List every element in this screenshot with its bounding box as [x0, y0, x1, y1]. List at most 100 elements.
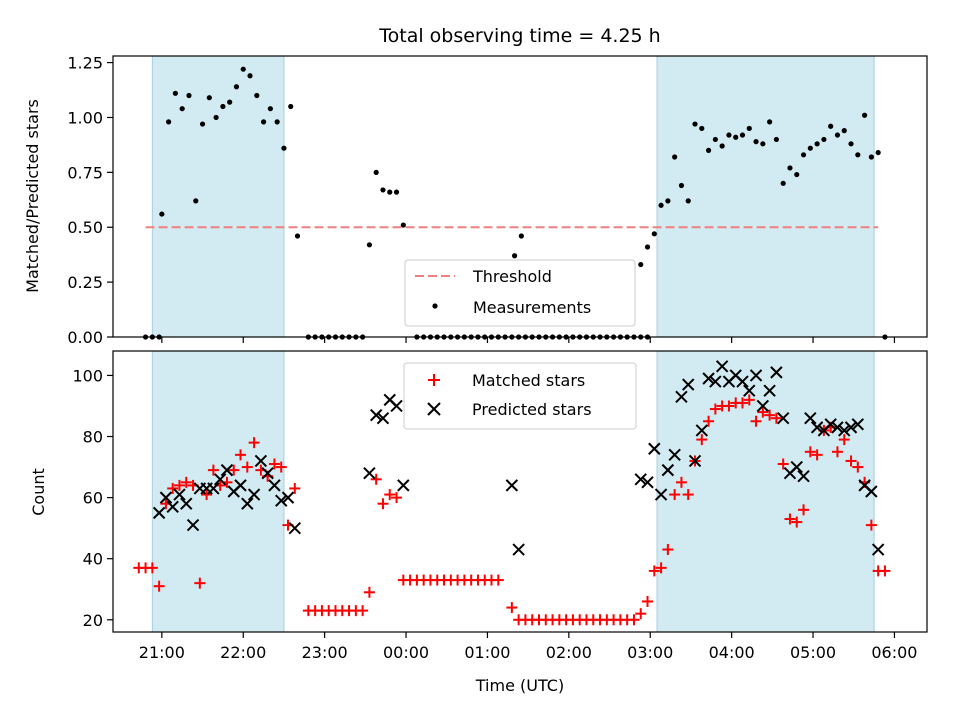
- predicted-star-point: [173, 488, 186, 501]
- predicted-star-point: [505, 479, 519, 492]
- predicted-star-point: [241, 497, 254, 510]
- matched-star-point: [201, 489, 213, 501]
- y-tick-label: 0.75: [67, 163, 103, 182]
- bottom-shaded-intervals: [151, 350, 875, 633]
- predicted-star-point: [865, 485, 878, 498]
- predicted-star-point: [736, 375, 749, 388]
- matched-star-point: [275, 461, 287, 473]
- legend-measurements-swatch: [432, 303, 438, 309]
- y-tick-label: 20: [83, 611, 103, 630]
- chart-title: Total observing time = 4.25 h: [378, 25, 660, 47]
- matched-star-point: [642, 595, 654, 607]
- bottom-plot-frame: [112, 350, 928, 633]
- predicted-star-point: [152, 506, 166, 520]
- measurement-point: [861, 112, 868, 118]
- predicted-star-point: [851, 418, 865, 431]
- predicted-star-point: [390, 399, 403, 413]
- predicted-star-point: [376, 411, 390, 425]
- top-panel: 0.00 0.25 0.50 0.75 1.00 1.25 Matched/Predict…: [23, 54, 928, 347]
- x-tick-label: 04:00: [709, 643, 755, 662]
- measurement-point: [294, 233, 301, 239]
- predicted-star-point: [275, 494, 288, 507]
- matched-star-point: [750, 415, 762, 427]
- x-tick-label: 02:00: [546, 643, 592, 662]
- matched-star-point: [757, 406, 769, 418]
- measurement-point: [814, 141, 820, 147]
- measurement-point: [739, 132, 746, 138]
- predicted-star-point: [234, 479, 247, 492]
- measurement-point: [658, 202, 664, 208]
- matched-star-point: [506, 602, 518, 614]
- measurement-point: [260, 119, 267, 125]
- predicted-star-point: [682, 378, 695, 391]
- measurement-point: [644, 244, 651, 250]
- matched-star-point: [363, 586, 375, 598]
- measurement-point: [875, 149, 881, 156]
- predicted-star-point: [254, 454, 268, 468]
- measurement-points: [142, 66, 888, 340]
- predicted-star-point: [790, 460, 803, 474]
- matched-star-point: [852, 461, 864, 473]
- top-x-ticks: [161, 337, 896, 343]
- matched-star-point: [879, 565, 891, 577]
- measurement-point: [288, 103, 294, 110]
- matched-star-point: [153, 580, 165, 592]
- matched-star-point: [370, 473, 382, 485]
- bottom-legend: Matched stars Predicted stars: [403, 362, 637, 430]
- matched-star-point: [682, 489, 694, 501]
- bottom-y-axis-label: Count: [29, 468, 48, 516]
- matched-star-point: [831, 446, 843, 458]
- y-tick-label: 40: [83, 550, 103, 569]
- matched-star-point: [289, 482, 301, 494]
- predicted-star-point: [648, 442, 661, 455]
- y-tick-label: 0.00: [67, 328, 103, 347]
- measurement-point: [186, 92, 192, 99]
- measurement-point: [400, 222, 406, 228]
- x-tick-label: 06:00: [871, 643, 917, 662]
- matched-star-point: [662, 544, 674, 556]
- measurement-point: [800, 152, 807, 158]
- predicted-star-point: [763, 384, 776, 397]
- measurement-point: [678, 182, 685, 189]
- legend-predicted-swatch: [427, 402, 441, 416]
- measurement-point: [651, 231, 657, 237]
- predicted-star-point: [668, 448, 681, 462]
- matched-star-point: [655, 562, 667, 574]
- predicted-star-point: [743, 384, 756, 397]
- matched-star-point: [865, 519, 877, 531]
- matched-star-point: [146, 562, 158, 574]
- predicted-star-point: [363, 466, 376, 480]
- predicted-star-point: [770, 366, 783, 379]
- legend-measurements-label: Measurements: [473, 298, 591, 317]
- measurement-point: [699, 125, 705, 132]
- predicted-star-point: [675, 390, 688, 404]
- predicted-star-point: [281, 491, 295, 504]
- legend-matched-swatch: [428, 374, 440, 386]
- x-tick-label: 01:00: [464, 643, 510, 662]
- predicted-star-point: [261, 466, 274, 480]
- matched-star-point: [703, 415, 715, 427]
- bottom-x-ticks: 21:00 22:00 23:00 00:00 01:00 02:00 03:00 04:00…: [139, 632, 917, 662]
- x-tick-label: 22:00: [220, 643, 266, 662]
- shaded-interval: [656, 55, 875, 338]
- measurement-point: [193, 198, 199, 204]
- matched-star-point: [235, 449, 247, 461]
- predicted-star-point: [661, 463, 675, 477]
- measurement-point: [726, 132, 732, 138]
- measurement-point: [511, 253, 518, 259]
- measurement-point: [240, 66, 246, 72]
- measurement-point: [780, 180, 786, 186]
- predicted-star-point: [756, 399, 770, 413]
- predicted-star-point: [247, 488, 261, 501]
- measurement-point: [199, 121, 206, 127]
- y-tick-label: 0.25: [67, 273, 103, 292]
- matched-star-point: [838, 434, 850, 446]
- predicted-star-point: [844, 421, 858, 434]
- predicted-star-point: [397, 479, 410, 492]
- matched-star-point: [268, 458, 280, 470]
- measurement-point: [518, 233, 524, 239]
- y-tick-label: 100: [72, 366, 103, 385]
- y-tick-label: 1.00: [67, 108, 103, 127]
- predicted-star-point: [654, 488, 668, 501]
